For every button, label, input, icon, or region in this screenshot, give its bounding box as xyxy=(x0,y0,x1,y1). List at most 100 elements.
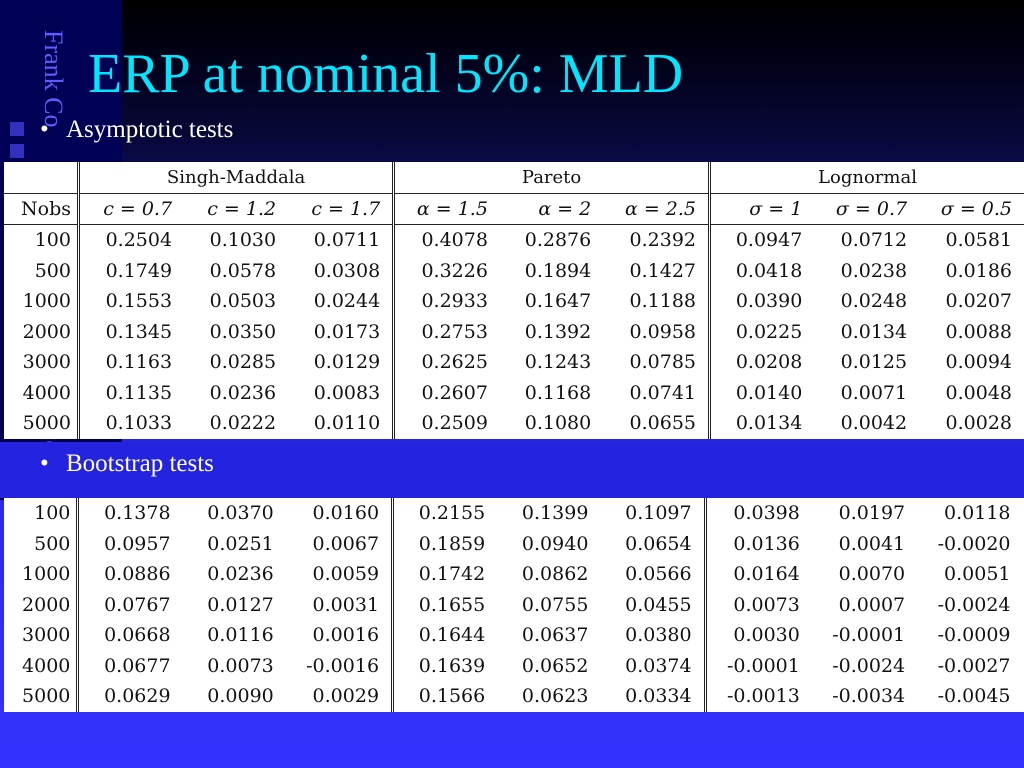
value-cell: 0.0028 xyxy=(945,412,1012,435)
value-cell: 0.0094 xyxy=(945,351,1012,374)
value-cell: 0.0073 xyxy=(703,589,812,620)
value-cell: 0.0637 xyxy=(521,624,589,647)
value-cell: 0.0940 xyxy=(521,532,589,555)
table-row: 4000 0.1135 0.0236 0.0083 0.2607 0.1168 0.0741… xyxy=(4,377,1024,408)
value-cell: 0.0629 xyxy=(104,685,171,708)
table-row: 100 0.1378 0.0370 0.0160 0.2155 0.1399 0.1097 0… xyxy=(4,498,1023,529)
table-row: 3000 0.0668 0.0116 0.0016 0.1644 0.0637 0.0380… xyxy=(4,620,1023,651)
col-header: α = 2.5 xyxy=(603,192,710,225)
value-cell: 0.0308 xyxy=(313,259,381,282)
value-cell: 0.0755 xyxy=(521,593,589,616)
table-row: 1000 0.0886 0.0236 0.0059 0.1742 0.0862 0.0566… xyxy=(4,559,1023,590)
value-cell: 0.0129 xyxy=(313,351,381,374)
table-row: 2000 0.1345 0.0350 0.0173 0.2753 0.1392 0.0958… xyxy=(4,316,1024,347)
value-cell: 0.0225 xyxy=(708,316,815,347)
col-header: c = 1.7 xyxy=(288,192,394,225)
col-header: c = 1.2 xyxy=(184,192,289,225)
value-cell: 0.0134 xyxy=(840,320,908,343)
value-cell: 0.0455 xyxy=(625,593,692,616)
value-cell: -0.0001 xyxy=(832,624,906,647)
value-cell: 0.0236 xyxy=(209,381,277,404)
value-cell: 0.0334 xyxy=(625,685,692,708)
value-cell: 0.0140 xyxy=(708,377,815,408)
value-cell: 0.2607 xyxy=(392,377,500,408)
value-cell: 0.0236 xyxy=(207,563,274,586)
value-cell: 0.0197 xyxy=(838,502,906,525)
value-cell: 0.3226 xyxy=(392,255,500,286)
value-cell: 0.0581 xyxy=(945,229,1012,252)
value-cell: -0.0027 xyxy=(937,654,1011,677)
value-cell: 0.0947 xyxy=(708,224,815,256)
value-cell: 0.0059 xyxy=(312,563,380,586)
value-cell: 0.1097 xyxy=(625,502,692,525)
value-cell: 0.0390 xyxy=(708,286,815,317)
value-cell: 0.0623 xyxy=(521,685,589,708)
value-cell: 0.0958 xyxy=(629,320,696,343)
value-cell: 0.0007 xyxy=(838,593,906,616)
nobs-cell: 1000 xyxy=(4,286,80,317)
value-cell: 0.0134 xyxy=(708,408,815,439)
col-header: c = 0.7 xyxy=(78,192,185,225)
value-cell: -0.0001 xyxy=(703,650,812,681)
slide-title: ERP at nominal 5%: MLD xyxy=(88,43,684,105)
value-cell: 0.0418 xyxy=(708,255,815,286)
bullet-bootstrap-label: Bootstrap tests xyxy=(66,450,214,477)
value-cell: 0.0067 xyxy=(312,532,380,555)
value-cell: 0.1859 xyxy=(391,528,498,559)
value-cell: 0.0244 xyxy=(313,290,381,313)
value-cell: -0.0045 xyxy=(937,685,1011,708)
value-cell: 0.0048 xyxy=(945,381,1012,404)
table-row: 5000 0.1033 0.0222 0.0110 0.2509 0.1080 0.0655… xyxy=(4,408,1024,439)
col-header: α = 2 xyxy=(499,192,604,225)
group-pareto: Pareto xyxy=(392,162,710,193)
square-icon xyxy=(10,144,24,158)
value-cell: 0.0785 xyxy=(629,351,696,374)
value-cell: 0.0118 xyxy=(944,502,1011,525)
value-cell: 0.0655 xyxy=(629,412,696,435)
value-cell: -0.0009 xyxy=(937,624,1011,647)
table-row: 100 0.2504 0.1030 0.0711 0.4078 0.2876 0.2392 0… xyxy=(4,224,1024,256)
value-cell: 0.1243 xyxy=(524,351,592,374)
table-row: 5000 0.0629 0.0090 0.0029 0.1566 0.0623 0.0334… xyxy=(4,681,1023,712)
value-cell: 0.0654 xyxy=(625,532,692,555)
table-row: 500 0.0957 0.0251 0.0067 0.1859 0.0940 0.0654 0… xyxy=(4,528,1023,559)
col-header: σ = 0.5 xyxy=(919,192,1024,225)
value-cell: 0.0030 xyxy=(703,620,812,651)
nobs-cell: 3000 xyxy=(4,620,80,651)
value-cell: -0.0024 xyxy=(937,593,1011,616)
column-header-row: Nobs c = 0.7 c = 1.2 c = 1.7 α = 1.5 α =… xyxy=(4,192,1024,225)
col-header: α = 1.5 xyxy=(392,192,500,225)
value-cell: 0.0350 xyxy=(209,320,277,343)
bullet-asymptotic: • Asymptotic tests xyxy=(40,116,233,144)
col-header: σ = 1 xyxy=(708,192,815,225)
value-cell: 0.0380 xyxy=(625,624,692,647)
table-row: 500 0.1749 0.0578 0.0308 0.3226 0.1894 0.1427 0… xyxy=(4,255,1024,286)
value-cell: 0.1378 xyxy=(104,502,171,525)
value-cell: 0.0398 xyxy=(703,498,812,529)
table-row: 4000 0.0677 0.0073 -0.0016 0.1639 0.0652 0.037… xyxy=(4,650,1023,681)
value-cell: 0.0160 xyxy=(312,502,380,525)
value-cell: 0.0222 xyxy=(209,412,277,435)
value-cell: -0.0020 xyxy=(937,532,1011,555)
value-cell: 0.0370 xyxy=(207,502,274,525)
nobs-cell: 4000 xyxy=(4,377,80,408)
value-cell: 0.0164 xyxy=(703,559,812,590)
value-cell: -0.0024 xyxy=(832,654,906,677)
value-cell: 0.0238 xyxy=(840,259,908,282)
bootstrap-table-body: 100 0.1378 0.0370 0.0160 0.2155 0.1399 0.1097 0… xyxy=(4,498,1023,712)
value-cell: 0.1030 xyxy=(209,229,277,252)
value-cell: 0.0248 xyxy=(840,290,908,313)
nobs-cell: 5000 xyxy=(4,408,80,439)
asymptotic-table-panel: Singh-Maddala Pareto Lognormal Nobs c = … xyxy=(4,162,1024,439)
value-cell: 0.2509 xyxy=(392,408,500,439)
group-singh-maddala: Singh-Maddala xyxy=(166,166,306,188)
value-cell: 0.2753 xyxy=(392,316,500,347)
value-cell: 0.2155 xyxy=(391,498,498,529)
value-cell: 0.2392 xyxy=(629,229,696,252)
table-row: 2000 0.0767 0.0127 0.0031 0.1655 0.0755 0.0455… xyxy=(4,589,1023,620)
value-cell: -0.0016 xyxy=(306,654,380,677)
value-cell: 0.0711 xyxy=(313,229,381,252)
bullet-dot: • xyxy=(40,450,49,477)
value-cell: 0.1894 xyxy=(524,259,592,282)
value-cell: 0.0503 xyxy=(209,290,277,313)
